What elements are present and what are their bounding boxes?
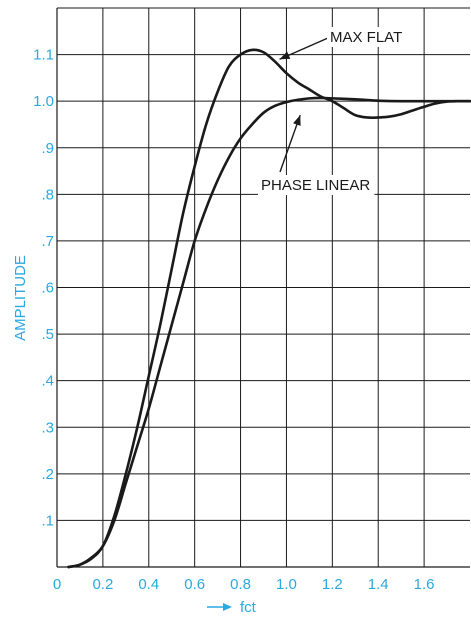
x-tick-label: 0	[53, 576, 61, 593]
y-tick-label: .1	[41, 512, 54, 529]
annotation-arrowhead-icon	[293, 115, 301, 126]
y-tick-label: .2	[41, 466, 54, 483]
y-tick-label: 1.0	[33, 93, 54, 110]
annotation-leader-line	[279, 114, 301, 173]
annotation-label-background	[327, 27, 407, 47]
x-tick-label: 1.6	[414, 576, 435, 593]
x-axis-label-group: fct	[207, 599, 257, 616]
y-tick-label: .6	[41, 280, 54, 297]
y-tick-label: .7	[41, 233, 54, 250]
y-tick-label: .4	[41, 373, 54, 390]
x-tick-label: 0.4	[138, 576, 159, 593]
annotation-layer: MAX FLAT PHASE LINEAR	[258, 27, 407, 195]
y-axis-label: AMPLITUDE	[12, 255, 29, 341]
plot-frame	[56, 7, 470, 568]
y-tick-label: .9	[41, 140, 54, 157]
x-tick-labels: 0 0.2 0.4 0.6 0.8 1.0 1.2 1.4 1.6	[53, 576, 435, 593]
grid-layer	[57, 8, 470, 567]
series-line-phase-linear	[67, 96, 471, 569]
annotation-label: PHASE LINEAR	[261, 177, 370, 194]
x-tick-label: 0.6	[184, 576, 205, 593]
x-tick-label: 1.0	[276, 576, 297, 593]
y-tick-label: 1.1	[33, 47, 54, 64]
annotation-label: MAX FLAT	[330, 29, 402, 46]
x-tick-label: 1.2	[322, 576, 343, 593]
x-axis-label: fct	[240, 599, 257, 616]
y-tick-label: .3	[41, 419, 54, 436]
x-axis-arrowhead-icon	[223, 603, 232, 611]
annotation-label-background	[258, 175, 375, 195]
series-layer	[67, 48, 471, 569]
series-line-max-flat	[67, 48, 471, 569]
axis-labels: AMPLITUDE fct	[12, 255, 257, 616]
x-tick-label: 0.2	[92, 576, 113, 593]
y-tick-label: .8	[41, 186, 54, 203]
y-tick-label: .5	[41, 326, 54, 343]
y-tick-labels: .1 .2 .3 .4 .5 .6 .7 .8 .9 1.0 1.1	[33, 47, 54, 530]
x-tick-label: 0.8	[230, 576, 251, 593]
x-tick-label: 1.4	[368, 576, 389, 593]
annotation-arrowhead-icon	[279, 51, 291, 60]
